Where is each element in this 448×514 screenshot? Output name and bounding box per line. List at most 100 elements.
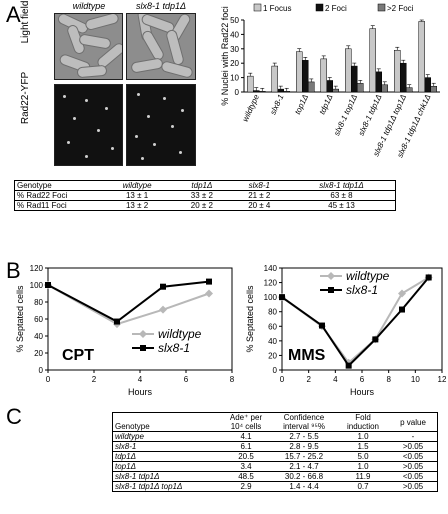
table-row: slx8-1 tdp1Δ top1Δ 2.9 1.4 - 4.4 0.7 >0.05 (112, 482, 438, 492)
x-tick-label: 0 (280, 375, 285, 384)
legend-label: 2 Foci (325, 4, 347, 13)
rad-foci-table: Genotype wildtype tdp1Δ slx8-1 slx8-1 td… (14, 180, 396, 211)
series-line (47, 284, 210, 326)
table-c-header: Confidence interval ⁹⁵% (283, 413, 325, 431)
table-cell: 6.1 (240, 442, 252, 451)
cpt-septation-line-chart: 0 20 40 60 80 100 120 0 2 4 6 8 Hours % Septated cell… (15, 264, 235, 397)
table-cell: 48.5 (238, 472, 254, 481)
series-line (281, 276, 430, 368)
mms-septation-line-chart: 0 20 40 60 80 100 120 140 0 2 4 6 8 10 12 Hours % Septat… (245, 264, 447, 397)
x-tick-label: slx8-1 top1Δ (332, 93, 359, 137)
bar (381, 84, 388, 93)
micrograph-light-wildtype (54, 13, 123, 80)
table-cell: >0.05 (402, 442, 424, 451)
rad22-foci-bar-chart: 0 10 20 30 40 50% Nuclei with Rad22 foci wildt… (220, 3, 440, 159)
data-point (159, 305, 167, 314)
data-point (425, 274, 432, 281)
table-row: tdp1Δ 20.5 15.7 - 25.2 5.0 <0.05 (112, 452, 438, 462)
y-tick-label: 30 (230, 45, 239, 54)
bar (400, 62, 407, 93)
x-tick-label: 6 (360, 375, 365, 384)
x-tick-label: 0 (46, 375, 51, 384)
x-tick-label: wildtype (241, 93, 262, 123)
y-tick-label: 100 (30, 281, 44, 290)
table-cell: 1.4 - 4.4 (289, 482, 319, 491)
bar (259, 91, 266, 93)
table-cell: slx8-1 tdp1Δ top1Δ (115, 482, 183, 491)
legend-label: slx8-1 (158, 341, 190, 355)
y-tick-label: 20 (268, 351, 277, 360)
legend-label: 1 Focus (263, 4, 291, 13)
micrograph-rad22-wildtype (54, 84, 123, 166)
table-cell: 2.8 - 9.5 (289, 442, 319, 451)
table-cell: 1.0 (357, 462, 369, 471)
x-axis-label: Hours (350, 387, 375, 397)
y-tick-label: 40 (230, 30, 239, 39)
y-tick-label: 0 (273, 366, 278, 375)
table-row: top1Δ 3.4 2.1 - 4.7 1.0 >0.05 (112, 462, 438, 472)
y-axis-label: % Nuclei with Rad22 foci (220, 6, 230, 106)
x-tick-label: slx8-1 (268, 93, 285, 116)
panel-label-b: B (6, 258, 21, 283)
table-cell: 21 ± 2 (248, 191, 271, 200)
y-tick-label: 60 (268, 322, 277, 331)
legend-marker (327, 272, 335, 280)
table-c-header: p value (400, 417, 426, 427)
bar (418, 21, 425, 93)
panel-label-a: A (6, 2, 21, 27)
bar (320, 58, 327, 93)
bar (351, 65, 358, 93)
table-cell: <0.05 (402, 472, 424, 481)
bar (271, 65, 278, 93)
table-cell: 2.1 - 4.7 (289, 462, 319, 471)
table-cell: 20 ± 2 (190, 201, 213, 210)
table-row: slx8-1 tdp1Δ 48.5 30.2 - 66.8 11.9 <0.05 (112, 472, 438, 482)
table-c-header: Ade⁺ per 10⁴ cells (229, 413, 263, 431)
legend-marker (140, 345, 146, 351)
data-point (345, 362, 352, 369)
y-tick-label: 0 (235, 88, 240, 97)
x-axis-label: Hours (128, 387, 153, 397)
table-cell: 45 ± 13 (328, 201, 355, 210)
data-point (114, 318, 120, 325)
y-tick-label: 120 (264, 279, 278, 288)
bar (302, 60, 309, 93)
x-tick-label: 4 (333, 375, 338, 384)
panel-label-c: C (6, 404, 22, 429)
table-cell: 3.4 (240, 462, 252, 471)
ade-reversion-table: Genotype Ade⁺ per 10⁴ cells Confidence i… (112, 412, 438, 492)
table-a-header: slx8-1 tdp1Δ (319, 181, 364, 190)
x-tick-label: 12 (438, 375, 447, 384)
table-row: % Rad22 Foci 13 ± 1 33 ± 2 21 ± 2 63 ± 8 (14, 191, 396, 201)
table-cell: slx8-1 tdp1Δ (115, 472, 160, 481)
table-cell: 11.9 (355, 472, 371, 481)
x-tick-label: 2 (306, 375, 311, 384)
chart-title: CPT (62, 347, 94, 364)
table-row: wildtype 4.1 2.7 - 5.5 1.0 - (112, 432, 438, 442)
y-tick-label: 40 (268, 337, 277, 346)
y-tick-label: 100 (264, 293, 278, 302)
bar (345, 48, 352, 93)
data-point (372, 336, 379, 343)
table-cell: >0.05 (402, 482, 424, 491)
table-cell: 20.5 (238, 452, 254, 461)
bar (406, 87, 413, 93)
bar (308, 81, 315, 93)
micrograph-row-label-light: Light field (20, 0, 31, 44)
legend-label: slx8-1 (346, 283, 378, 297)
x-tick-label: 6 (184, 375, 189, 384)
table-a-header: Genotype (17, 181, 52, 190)
bar (332, 88, 339, 93)
y-tick-label: 20 (34, 349, 43, 358)
table-cell: 13 ± 1 (125, 191, 149, 200)
table-cell: 20 ± 4 (248, 201, 271, 210)
table-c-header: Genotype (115, 422, 150, 431)
legend-label: wildtype (158, 327, 202, 341)
bar (326, 80, 333, 93)
micrograph-col-label-wildtype: wildtype (72, 1, 106, 11)
y-axis-label: % Septated cells (245, 285, 255, 353)
table-cell: 63 ± 8 (330, 191, 353, 200)
table-cell: 2.9 (240, 482, 252, 491)
table-cell: 13 ± 2 (125, 201, 149, 210)
table-cell: 1.5 (357, 442, 369, 451)
